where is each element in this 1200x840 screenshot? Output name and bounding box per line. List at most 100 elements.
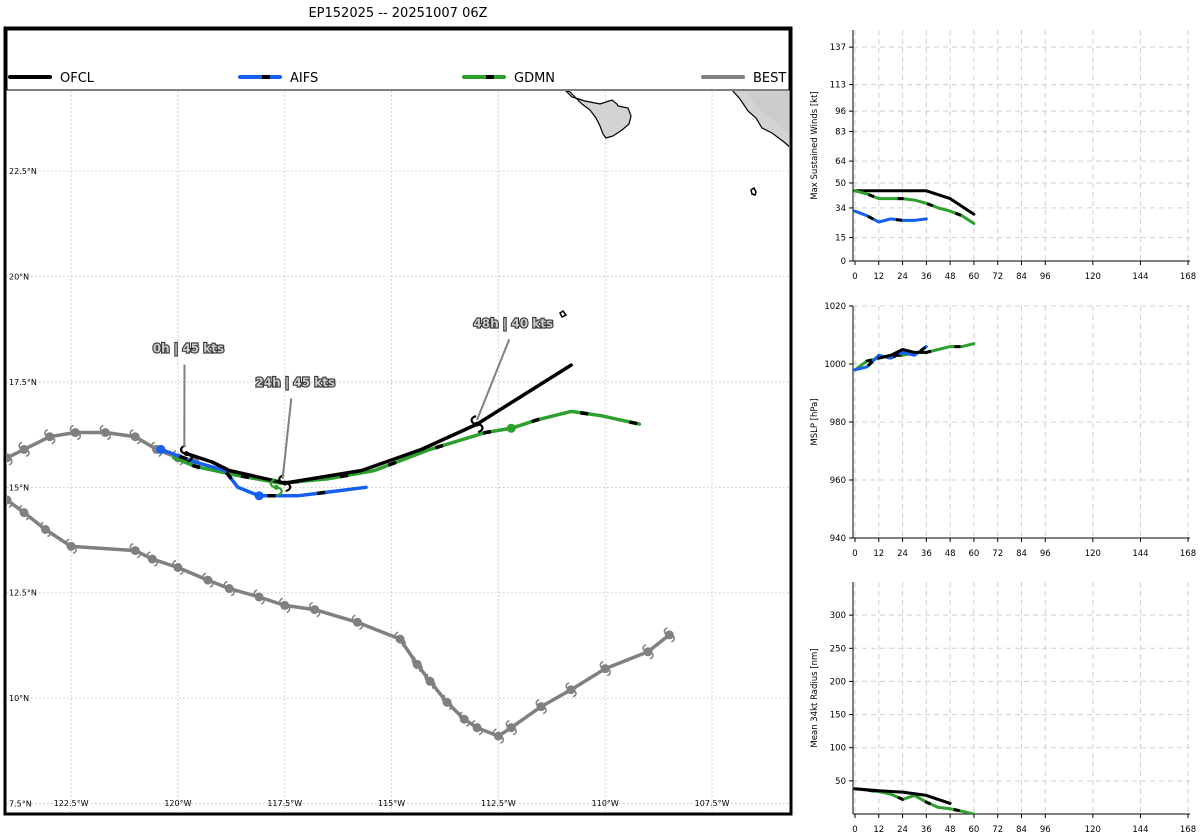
panel-xtick-label: 168 (1180, 825, 1196, 835)
panel-xtick-label: 12 (873, 272, 884, 282)
best-storm-symbol-icon (39, 521, 52, 538)
map-tick-labels: 122.5°W 120°W 117.5°W 115°W 112.5°W 110°W 107.… (9, 167, 730, 808)
panel-ytick-label: 1000 (824, 360, 846, 370)
legend-label-best: BEST (753, 71, 786, 86)
best-storm-symbol-icon (129, 429, 141, 445)
best-storm-symbol-icon (441, 694, 453, 711)
aifs-track-point (254, 491, 264, 501)
map-xtick-label: 112.5°W (481, 799, 516, 808)
panel-xtick-label: 96 (1040, 825, 1051, 835)
gdmn-track-point (506, 423, 516, 433)
map-ytick-label: 22.5°N (9, 167, 37, 176)
panel-ytick-label: 940 (830, 534, 846, 544)
panel-ytick-label: 200 (830, 677, 846, 687)
figure-title: EP152025 -- 20251007 06Z (308, 6, 487, 21)
panel-series (853, 189, 976, 225)
panel-ylabel: Mean 34kt Radius [nm] (810, 648, 820, 747)
panel-ytick-label: 137 (830, 43, 846, 53)
map-ytick-label: 7.5°N (9, 800, 32, 809)
panel-xtick-label: 48 (945, 272, 956, 282)
best-storm-symbol-icon (471, 719, 483, 736)
annotation-leader (476, 338, 511, 421)
map-ytick-label: 12.5°N (9, 589, 37, 598)
panel-xtick-label: 120 (1085, 549, 1101, 559)
map-xtick-label: 107.5°W (695, 799, 730, 808)
gdmn-storm-symbol-icon (269, 478, 283, 497)
panel-xtick-label: 144 (1132, 272, 1148, 282)
panel-series (853, 787, 976, 814)
best-storm-symbol-icon (394, 631, 406, 647)
map-ytick-label: 10°N (9, 694, 29, 703)
best-storm-symbol-icon (642, 644, 654, 660)
panel-ylabel: MSLP [hPa] (810, 398, 820, 445)
series-aifs (853, 209, 928, 224)
small-island-icon (559, 309, 568, 319)
best-storm-symbol-icon (7, 457, 13, 466)
panel-xtick-label: 168 (1180, 549, 1196, 559)
map-xtick-label: 115°W (378, 799, 405, 808)
panel-ytick-label: 96 (835, 107, 846, 117)
panel-mslp: 0 12 24 36 48 60 72 84 96 120 144 168 940 960 980 1000 1… (810, 302, 1196, 559)
track-annotations: 0h | 45 kts 24h | 45 kts 48h | 40 kts (152, 315, 554, 480)
best-storm-symbol-icon (351, 614, 364, 631)
ofcl-storm-symbol-icon (278, 474, 292, 493)
panel-xtick-label: 48 (945, 825, 956, 835)
panel-xtick-label: 36 (921, 825, 932, 835)
best-storm-symbol-icon (172, 559, 184, 576)
best-storm-symbol-icon (424, 673, 436, 690)
annotation-label: 24h | 45 kts (255, 375, 335, 389)
best-storm-symbol-icon (223, 580, 235, 597)
map-xtick-label: 117.5°W (267, 799, 302, 808)
panel-xtick-label: 24 (897, 549, 908, 559)
panel-xtick-label: 12 (873, 825, 884, 835)
panel-series (853, 342, 976, 372)
map-ytick-label: 20°N (9, 273, 29, 282)
panel-xtick-label: 60 (969, 272, 980, 282)
island-icon (750, 186, 757, 196)
panel-xtick-label: 24 (897, 825, 908, 835)
panel-ytick-label: 980 (830, 418, 846, 428)
panel-ytick-label: 0 (841, 257, 846, 267)
panel-xtick-label: 36 (921, 272, 932, 282)
series-ofcl (853, 787, 952, 805)
best-storm-symbol-icon (308, 601, 321, 618)
panel-xtick-label: 72 (992, 272, 1003, 282)
best-storm-symbol-icon (18, 441, 30, 458)
panel-ytick-label: 150 (830, 711, 846, 721)
panel-xtick-label: 168 (1180, 272, 1196, 282)
panel-xtick-label: 144 (1132, 549, 1148, 559)
panel-xtick-label: 60 (969, 549, 980, 559)
legend: OFCL AIFS GDMN BEST (8, 71, 786, 86)
best-storm-symbol-icon (492, 728, 505, 744)
series-ofcl (853, 189, 976, 216)
panel-ytick-label: 1020 (824, 302, 846, 312)
mainland-coast-shade (745, 91, 789, 133)
panel-xtick-label: 0 (852, 825, 857, 835)
panel-xtick-label: 24 (897, 272, 908, 282)
panel-ytick-label: 50 (835, 777, 846, 787)
panel-xtick-label: 36 (921, 549, 932, 559)
aifs-track-point (156, 444, 166, 454)
map-xtick-label: 122.5°W (54, 799, 89, 808)
panel-xtick-label: 0 (852, 272, 857, 282)
panel-xtick-label: 0 (852, 549, 857, 559)
best-storm-symbol-icon (458, 711, 470, 727)
panel-ylabel: Max Sustained Winds [kt] (810, 91, 820, 199)
map-xtick-label: 120°W (164, 799, 191, 808)
map-ytick-label: 15°N (9, 483, 29, 492)
panel-ytick-label: 64 (835, 157, 846, 167)
map-ytick-label: 17.5°N (9, 378, 37, 387)
series-ofcl (877, 348, 928, 360)
baja-coast-land (565, 91, 632, 139)
ofcl-storm-symbol-icon (180, 444, 193, 463)
best-storm-symbol-icon (69, 424, 82, 441)
ofcl-storm-symbol-icon (470, 415, 484, 434)
panel-xtick-label: 84 (1016, 549, 1027, 559)
series-gdmn (853, 189, 976, 225)
best-storm-symbol-icon (18, 504, 30, 521)
track-ofcl (184, 363, 573, 485)
panel-xtick-label: 96 (1040, 272, 1051, 282)
panel-ytick-label: 250 (830, 644, 846, 654)
panel-r34: 0 12 24 36 48 60 72 84 96 120 144 168 50 100 150 200 250… (810, 582, 1196, 835)
